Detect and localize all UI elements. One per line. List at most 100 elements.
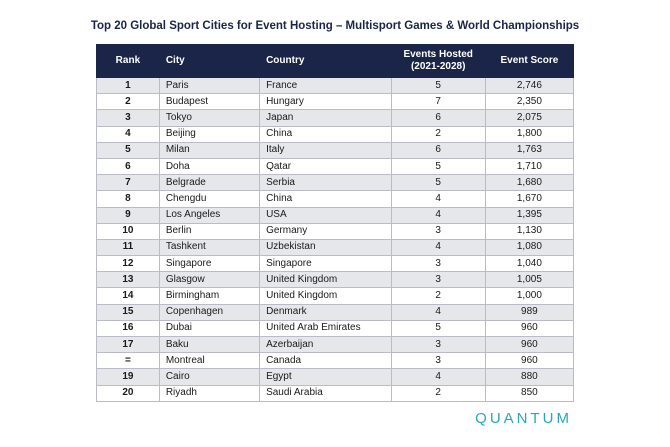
cell-city: Cairo	[158, 368, 261, 386]
cell-event-score: 960	[484, 335, 575, 354]
cell-events-hosted: 6	[390, 141, 486, 159]
cell-events-hosted: 5	[390, 319, 486, 338]
cell-rank: 5	[96, 141, 160, 159]
cell-events-hosted: 6	[390, 109, 486, 127]
cell-event-score: 1,680	[484, 174, 575, 192]
cell-events-hosted: 4	[390, 206, 486, 224]
table-row: 8 Chengdu China 4 1,670	[96, 190, 575, 208]
cell-rank: =	[96, 352, 160, 370]
cell-events-hosted: 5	[390, 174, 486, 192]
cell-events-hosted: 4	[390, 303, 486, 321]
cell-city: Los Angeles	[158, 206, 261, 224]
cell-city: Baku	[158, 335, 261, 354]
cell-city: Tashkent	[158, 238, 261, 257]
cell-rank: 7	[96, 174, 160, 192]
header-city: City	[158, 44, 261, 78]
table-row: 13 Glasgow United Kingdom 3 1,005	[96, 271, 575, 289]
cell-event-score: 2,075	[484, 109, 575, 127]
cell-events-hosted: 3	[390, 352, 486, 370]
cell-rank: 19	[96, 368, 160, 386]
cell-events-hosted: 4	[390, 368, 486, 386]
cell-event-score: 1,005	[484, 271, 575, 289]
cell-country: United Arab Emirates	[259, 319, 392, 338]
cell-country: Saudi Arabia	[259, 384, 392, 402]
cell-events-hosted: 4	[390, 190, 486, 208]
cell-country: France	[259, 76, 392, 95]
header-country: Country	[259, 44, 392, 78]
cell-events-hosted: 2	[390, 384, 486, 402]
cell-events-hosted: 2	[390, 125, 486, 143]
table-row: 15 Copenhagen Denmark 4 989	[96, 303, 575, 321]
cell-city: Paris	[158, 76, 261, 95]
header-events-hosted: Events Hosted (2021-2028)	[390, 44, 486, 78]
table-title: Top 20 Global Sport Cities for Event Hos…	[90, 20, 580, 32]
table-row: 20 Riyadh Saudi Arabia 2 850	[96, 384, 575, 402]
cell-event-score: 1,080	[484, 238, 575, 257]
cell-city: Milan	[158, 141, 261, 159]
table-row: 2 Budapest Hungary 7 2,350	[96, 93, 575, 111]
cell-country: China	[259, 125, 392, 143]
cell-country: Egypt	[259, 368, 392, 386]
header-row: Rank City Country Events Hosted (2021-20…	[96, 44, 575, 78]
table-row: 16 Dubai United Arab Emirates 5 960	[96, 319, 575, 338]
table-body: 1 Paris France 5 2,746 2 Budapest Hungary 7 2,350…	[96, 76, 575, 402]
cell-country: Japan	[259, 109, 392, 127]
cell-city: Budapest	[158, 93, 261, 111]
cell-rank: 6	[96, 157, 160, 176]
cell-rank: 15	[96, 303, 160, 321]
cell-event-score: 960	[484, 319, 575, 338]
cell-rank: 14	[96, 287, 160, 305]
cell-event-score: 850	[484, 384, 575, 402]
cell-event-score: 1,670	[484, 190, 575, 208]
cell-events-hosted: 3	[390, 222, 486, 240]
cell-event-score: 1,130	[484, 222, 575, 240]
cell-city: Riyadh	[158, 384, 261, 402]
cell-events-hosted: 5	[390, 157, 486, 176]
cell-country: Canada	[259, 352, 392, 370]
table-row: 12 Singapore Singapore 3 1,040	[96, 255, 575, 273]
cell-events-hosted: 5	[390, 76, 486, 95]
header-rank: Rank	[96, 44, 160, 78]
cell-event-score: 989	[484, 303, 575, 321]
cell-country: Serbia	[259, 174, 392, 192]
cell-city: Birmingham	[158, 287, 261, 305]
cell-country: United Kingdom	[259, 287, 392, 305]
cell-event-score: 2,350	[484, 93, 575, 111]
cell-rank: 12	[96, 255, 160, 273]
cell-event-score: 1,040	[484, 255, 575, 273]
cell-country: USA	[259, 206, 392, 224]
cell-country: Germany	[259, 222, 392, 240]
cell-city: Chengdu	[158, 190, 261, 208]
cell-city: Dubai	[158, 319, 261, 338]
cell-events-hosted: 2	[390, 287, 486, 305]
table-row: = Montreal Canada 3 960	[96, 352, 575, 370]
cell-rank: 3	[96, 109, 160, 127]
cell-country: China	[259, 190, 392, 208]
table-row: 17 Baku Azerbaijan 3 960	[96, 335, 575, 354]
cell-rank: 13	[96, 271, 160, 289]
header-event-score: Event Score	[484, 44, 575, 78]
cell-event-score: 1,763	[484, 141, 575, 159]
table-row: 7 Belgrade Serbia 5 1,680	[96, 174, 575, 192]
cell-rank: 20	[96, 384, 160, 402]
cell-country: Uzbekistan	[259, 238, 392, 257]
cell-country: Hungary	[259, 93, 392, 111]
table-row: 3 Tokyo Japan 6 2,075	[96, 109, 575, 127]
cell-events-hosted: 3	[390, 271, 486, 289]
quantum-logo: QUANTUM	[475, 410, 572, 427]
cell-rank: 10	[96, 222, 160, 240]
cell-rank: 9	[96, 206, 160, 224]
table-row: 10 Berlin Germany 3 1,130	[96, 222, 575, 240]
cell-events-hosted: 3	[390, 255, 486, 273]
cell-city: Copenhagen	[158, 303, 261, 321]
header-events-line1: Events Hosted	[403, 49, 473, 60]
cell-event-score: 1,800	[484, 125, 575, 143]
table-row: 9 Los Angeles USA 4 1,395	[96, 206, 575, 224]
cell-city: Singapore	[158, 255, 261, 273]
table-row: 5 Milan Italy 6 1,763	[96, 141, 575, 159]
table-row: 6 Doha Qatar 5 1,710	[96, 157, 575, 176]
cell-city: Belgrade	[158, 174, 261, 192]
header-events-line2: (2021-2028)	[410, 61, 466, 72]
cell-event-score: 880	[484, 368, 575, 386]
cell-event-score: 2,746	[484, 76, 575, 95]
